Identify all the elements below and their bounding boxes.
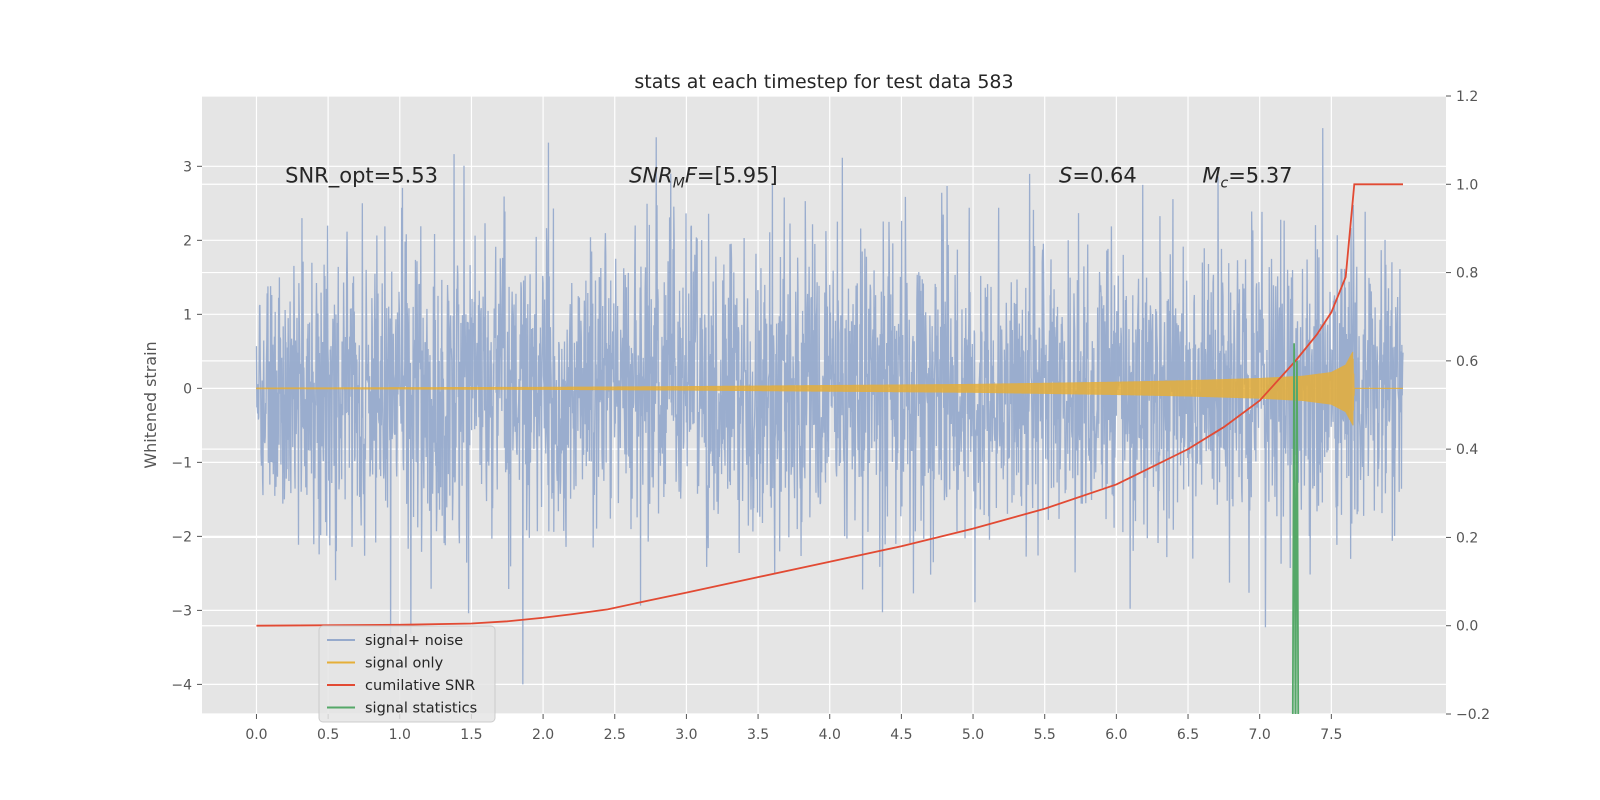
y-axis-label: Whitened strain xyxy=(141,341,160,468)
y-tick-label: 2 xyxy=(183,233,192,249)
signal-statistics-line xyxy=(1291,343,1300,714)
x-tick-label: 3.0 xyxy=(675,727,697,743)
legend-item: signal only xyxy=(327,656,444,672)
annotation-snr-opt: SNR_opt=5.53 xyxy=(285,164,438,189)
y-tick-label: −3 xyxy=(171,603,192,619)
signal-only-line xyxy=(255,351,1403,426)
legend: signal+ noise signal only cumilative SNR si… xyxy=(318,625,496,723)
legend-frame xyxy=(318,625,496,723)
y2-tick-label: 0.2 xyxy=(1456,530,1478,546)
x-tick-label: 7.0 xyxy=(1249,727,1271,743)
y2-tick-label: 0.4 xyxy=(1456,442,1478,458)
y2-axis-ticks: 1.2 1.0 0.8 0.6 0.4 0.2 0.0 −0.2 xyxy=(1446,89,1490,723)
x-tick-label: 7.5 xyxy=(1320,727,1342,743)
x-tick-label: 1.0 xyxy=(389,727,411,743)
annotation-mc: Mc=5.37 xyxy=(1202,164,1292,192)
legend-label: signal only xyxy=(365,656,444,672)
x-tick-label: 1.5 xyxy=(460,727,482,743)
y2-tick-label: 0.6 xyxy=(1456,354,1478,370)
legend-label: cumilative SNR xyxy=(365,678,475,694)
y-axis-ticks: 3 2 1 0 −1 −2 −3 −4 xyxy=(171,159,202,693)
x-tick-label: 6.0 xyxy=(1105,727,1127,743)
cumulative-snr-line xyxy=(256,183,1403,627)
y2-tick-label: 0.0 xyxy=(1456,619,1478,635)
x-tick-label: 4.5 xyxy=(890,727,912,743)
y2-tick-label: −0.2 xyxy=(1456,707,1490,723)
y-tick-label: −2 xyxy=(171,529,192,545)
legend-label: signal+ noise xyxy=(365,633,463,649)
x-axis-ticks: 0.0 0.5 1.0 1.5 2.0 2.5 3.0 3.5 4.0 4.5 5.0 5.5 6.0 6… xyxy=(245,714,1342,743)
annotation-snr-mf: SNRMF=[5.95] xyxy=(629,164,778,192)
x-tick-label: 0.5 xyxy=(317,727,339,743)
chart-title: stats at each timestep for test data 583 xyxy=(634,71,1013,93)
signal-statistics-series xyxy=(1291,343,1300,714)
y2-tick-label: 1.2 xyxy=(1456,89,1478,105)
signal-noise-line xyxy=(255,128,1404,685)
legend-item: signal+ noise xyxy=(327,633,463,649)
annotation-s-stat: S=0.64 xyxy=(1059,164,1137,188)
y2-tick-label: 0.8 xyxy=(1456,266,1478,282)
y-tick-label: −1 xyxy=(171,455,192,471)
x-tick-label: 0.0 xyxy=(245,727,267,743)
y-tick-label: 1 xyxy=(183,307,192,323)
y-tick-label: 0 xyxy=(183,381,192,397)
y2-tick-label: 1.0 xyxy=(1456,177,1478,193)
x-tick-label: 3.5 xyxy=(747,727,769,743)
x-tick-label: 4.0 xyxy=(819,727,841,743)
cumulative-snr-series xyxy=(256,183,1403,627)
x-tick-label: 5.0 xyxy=(962,727,984,743)
x-tick-label: 5.5 xyxy=(1034,727,1056,743)
signal-noise-series xyxy=(255,128,1404,685)
x-tick-label: 2.5 xyxy=(604,727,626,743)
legend-item: cumilative SNR xyxy=(327,678,475,694)
signal-only-series xyxy=(255,351,1403,426)
y-tick-label: −4 xyxy=(171,677,192,693)
legend-item: signal statistics xyxy=(327,701,477,717)
legend-label: signal statistics xyxy=(365,701,477,717)
x-tick-label: 6.5 xyxy=(1177,727,1199,743)
annotations: SNR_opt=5.53 SNRMF=[5.95] S=0.64 Mc=5.37 xyxy=(285,164,1292,192)
y-tick-label: 3 xyxy=(183,159,192,175)
x-tick-label: 2.0 xyxy=(532,727,554,743)
